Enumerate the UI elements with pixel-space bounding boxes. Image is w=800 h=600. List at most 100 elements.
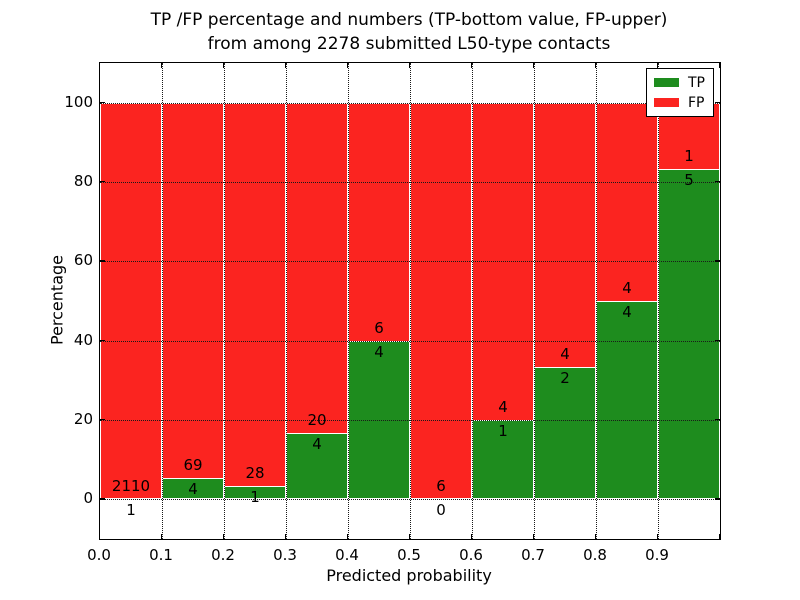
x-tick-mark xyxy=(471,63,473,68)
y-tick-mark xyxy=(715,181,720,183)
tp-bar-segment xyxy=(472,420,534,500)
tp-count-label: 5 xyxy=(684,170,694,189)
x-tick-mark xyxy=(161,63,163,68)
y-tick-label: 40 xyxy=(73,330,93,349)
x-tick-mark xyxy=(657,63,659,68)
v-gridline xyxy=(534,63,535,539)
tp-bar-segment xyxy=(596,301,658,500)
y-tick-label: 100 xyxy=(64,92,93,111)
y-tick-mark xyxy=(715,339,720,342)
plot-area: TP FP 2110 1 69 4 28 1 20 4 6 4 6 0 4 1 4 2 4 4 1 5 xyxy=(99,62,721,540)
legend-entry-fp: FP xyxy=(654,94,706,111)
y-tick-mark xyxy=(715,260,720,262)
v-gridline xyxy=(162,63,163,539)
x-tick-mark xyxy=(99,534,101,539)
x-tick-mark xyxy=(223,63,225,68)
fp-count-label: 4 xyxy=(498,398,508,416)
chart-title-line2: from among 2278 submitted L50-type conta… xyxy=(207,34,611,54)
x-tick-mark xyxy=(285,534,287,539)
x-tick-label: 0.8 xyxy=(583,546,607,564)
y-tick-mark xyxy=(100,498,105,500)
tp-bar-segment xyxy=(348,340,410,500)
x-tick-mark xyxy=(223,534,225,539)
v-gridline xyxy=(224,63,225,539)
x-tick-mark xyxy=(99,63,101,68)
tp-count-label: 0 xyxy=(436,501,446,520)
x-tick-label: 0.1 xyxy=(149,546,173,564)
x-tick-label: 0.7 xyxy=(521,546,545,564)
fp-count-label: 6 xyxy=(374,318,384,337)
x-tick-mark xyxy=(347,534,349,539)
x-tick-mark xyxy=(595,534,597,539)
x-tick-mark xyxy=(471,534,473,539)
fp-count-label: 6 xyxy=(436,477,446,496)
v-gridline xyxy=(596,63,597,539)
x-tick-mark xyxy=(533,63,535,68)
x-tick-mark xyxy=(285,63,287,68)
x-tick-label: 0.2 xyxy=(211,546,235,564)
v-gridline xyxy=(472,63,473,539)
x-tick-label: 0.3 xyxy=(273,546,297,564)
fp-bar-segment xyxy=(162,102,224,500)
tp-count-label: 4 xyxy=(188,479,198,498)
chart-title-line1: TP /FP percentage and numbers (TP-bottom… xyxy=(150,10,668,30)
fp-count-label: 4 xyxy=(622,279,632,297)
legend-entry-tp: TP xyxy=(654,74,706,91)
fp-count-label: 2110 xyxy=(111,477,151,496)
fp-bar-segment xyxy=(410,102,472,500)
tp-count-label: 1 xyxy=(498,422,508,440)
fp-count-label: 20 xyxy=(307,411,327,430)
tp-count-label: 4 xyxy=(622,303,632,321)
tp-count-label: 4 xyxy=(312,435,322,454)
fp-count-label: 28 xyxy=(245,463,265,482)
x-axis-label: Predicted probability xyxy=(326,566,492,585)
tp-count-label: 1 xyxy=(126,501,136,520)
fp-legend-swatch xyxy=(654,98,679,107)
chart-title: TP /FP percentage and numbers (TP-bottom… xyxy=(99,8,719,56)
x-tick-mark xyxy=(409,534,411,539)
x-tick-mark xyxy=(657,534,659,539)
y-tick-mark xyxy=(100,101,105,104)
fp-bar-segment xyxy=(100,102,162,500)
y-tick-mark xyxy=(715,101,720,104)
tp-legend-swatch xyxy=(654,78,679,87)
fp-count-label: 1 xyxy=(684,146,694,165)
y-tick-label: 0 xyxy=(83,489,93,508)
x-tick-mark xyxy=(719,63,721,68)
fp-count-label: 4 xyxy=(560,345,570,364)
x-tick-label: 0.6 xyxy=(459,546,483,564)
v-gridline xyxy=(348,63,349,539)
y-tick-label: 80 xyxy=(73,172,93,190)
legend: TP FP xyxy=(646,68,714,117)
x-tick-label: 0.0 xyxy=(87,546,111,564)
x-tick-mark xyxy=(595,63,597,68)
y-tick-mark xyxy=(100,181,105,183)
tp-bar-segment xyxy=(534,367,596,500)
y-tick-label: 60 xyxy=(73,251,93,270)
v-gridline xyxy=(410,63,411,539)
x-tick-label: 0.5 xyxy=(397,546,421,564)
tp-count-label: 1 xyxy=(250,487,260,506)
x-tick-mark xyxy=(347,63,349,68)
fp-legend-label: FP xyxy=(688,94,705,111)
tp-count-label: 2 xyxy=(560,369,570,388)
x-tick-mark xyxy=(161,534,163,539)
x-tick-mark xyxy=(533,534,535,539)
fp-count-label: 69 xyxy=(183,455,203,474)
x-tick-label: 0.4 xyxy=(335,546,359,564)
y-tick-mark xyxy=(100,419,105,421)
tp-count-label: 4 xyxy=(374,342,384,361)
y-tick-mark xyxy=(715,498,720,500)
tp-legend-label: TP xyxy=(688,74,705,91)
x-tick-mark xyxy=(719,534,721,539)
v-gridline xyxy=(286,63,287,539)
tp-bar-segment xyxy=(658,168,720,500)
y-tick-label: 20 xyxy=(73,410,93,428)
y-tick-mark xyxy=(715,419,720,421)
x-tick-label: 0.9 xyxy=(645,546,669,564)
y-tick-mark xyxy=(100,260,105,262)
fp-bar-segment xyxy=(224,102,286,500)
y-tick-mark xyxy=(100,339,105,342)
v-gridline xyxy=(658,63,659,539)
